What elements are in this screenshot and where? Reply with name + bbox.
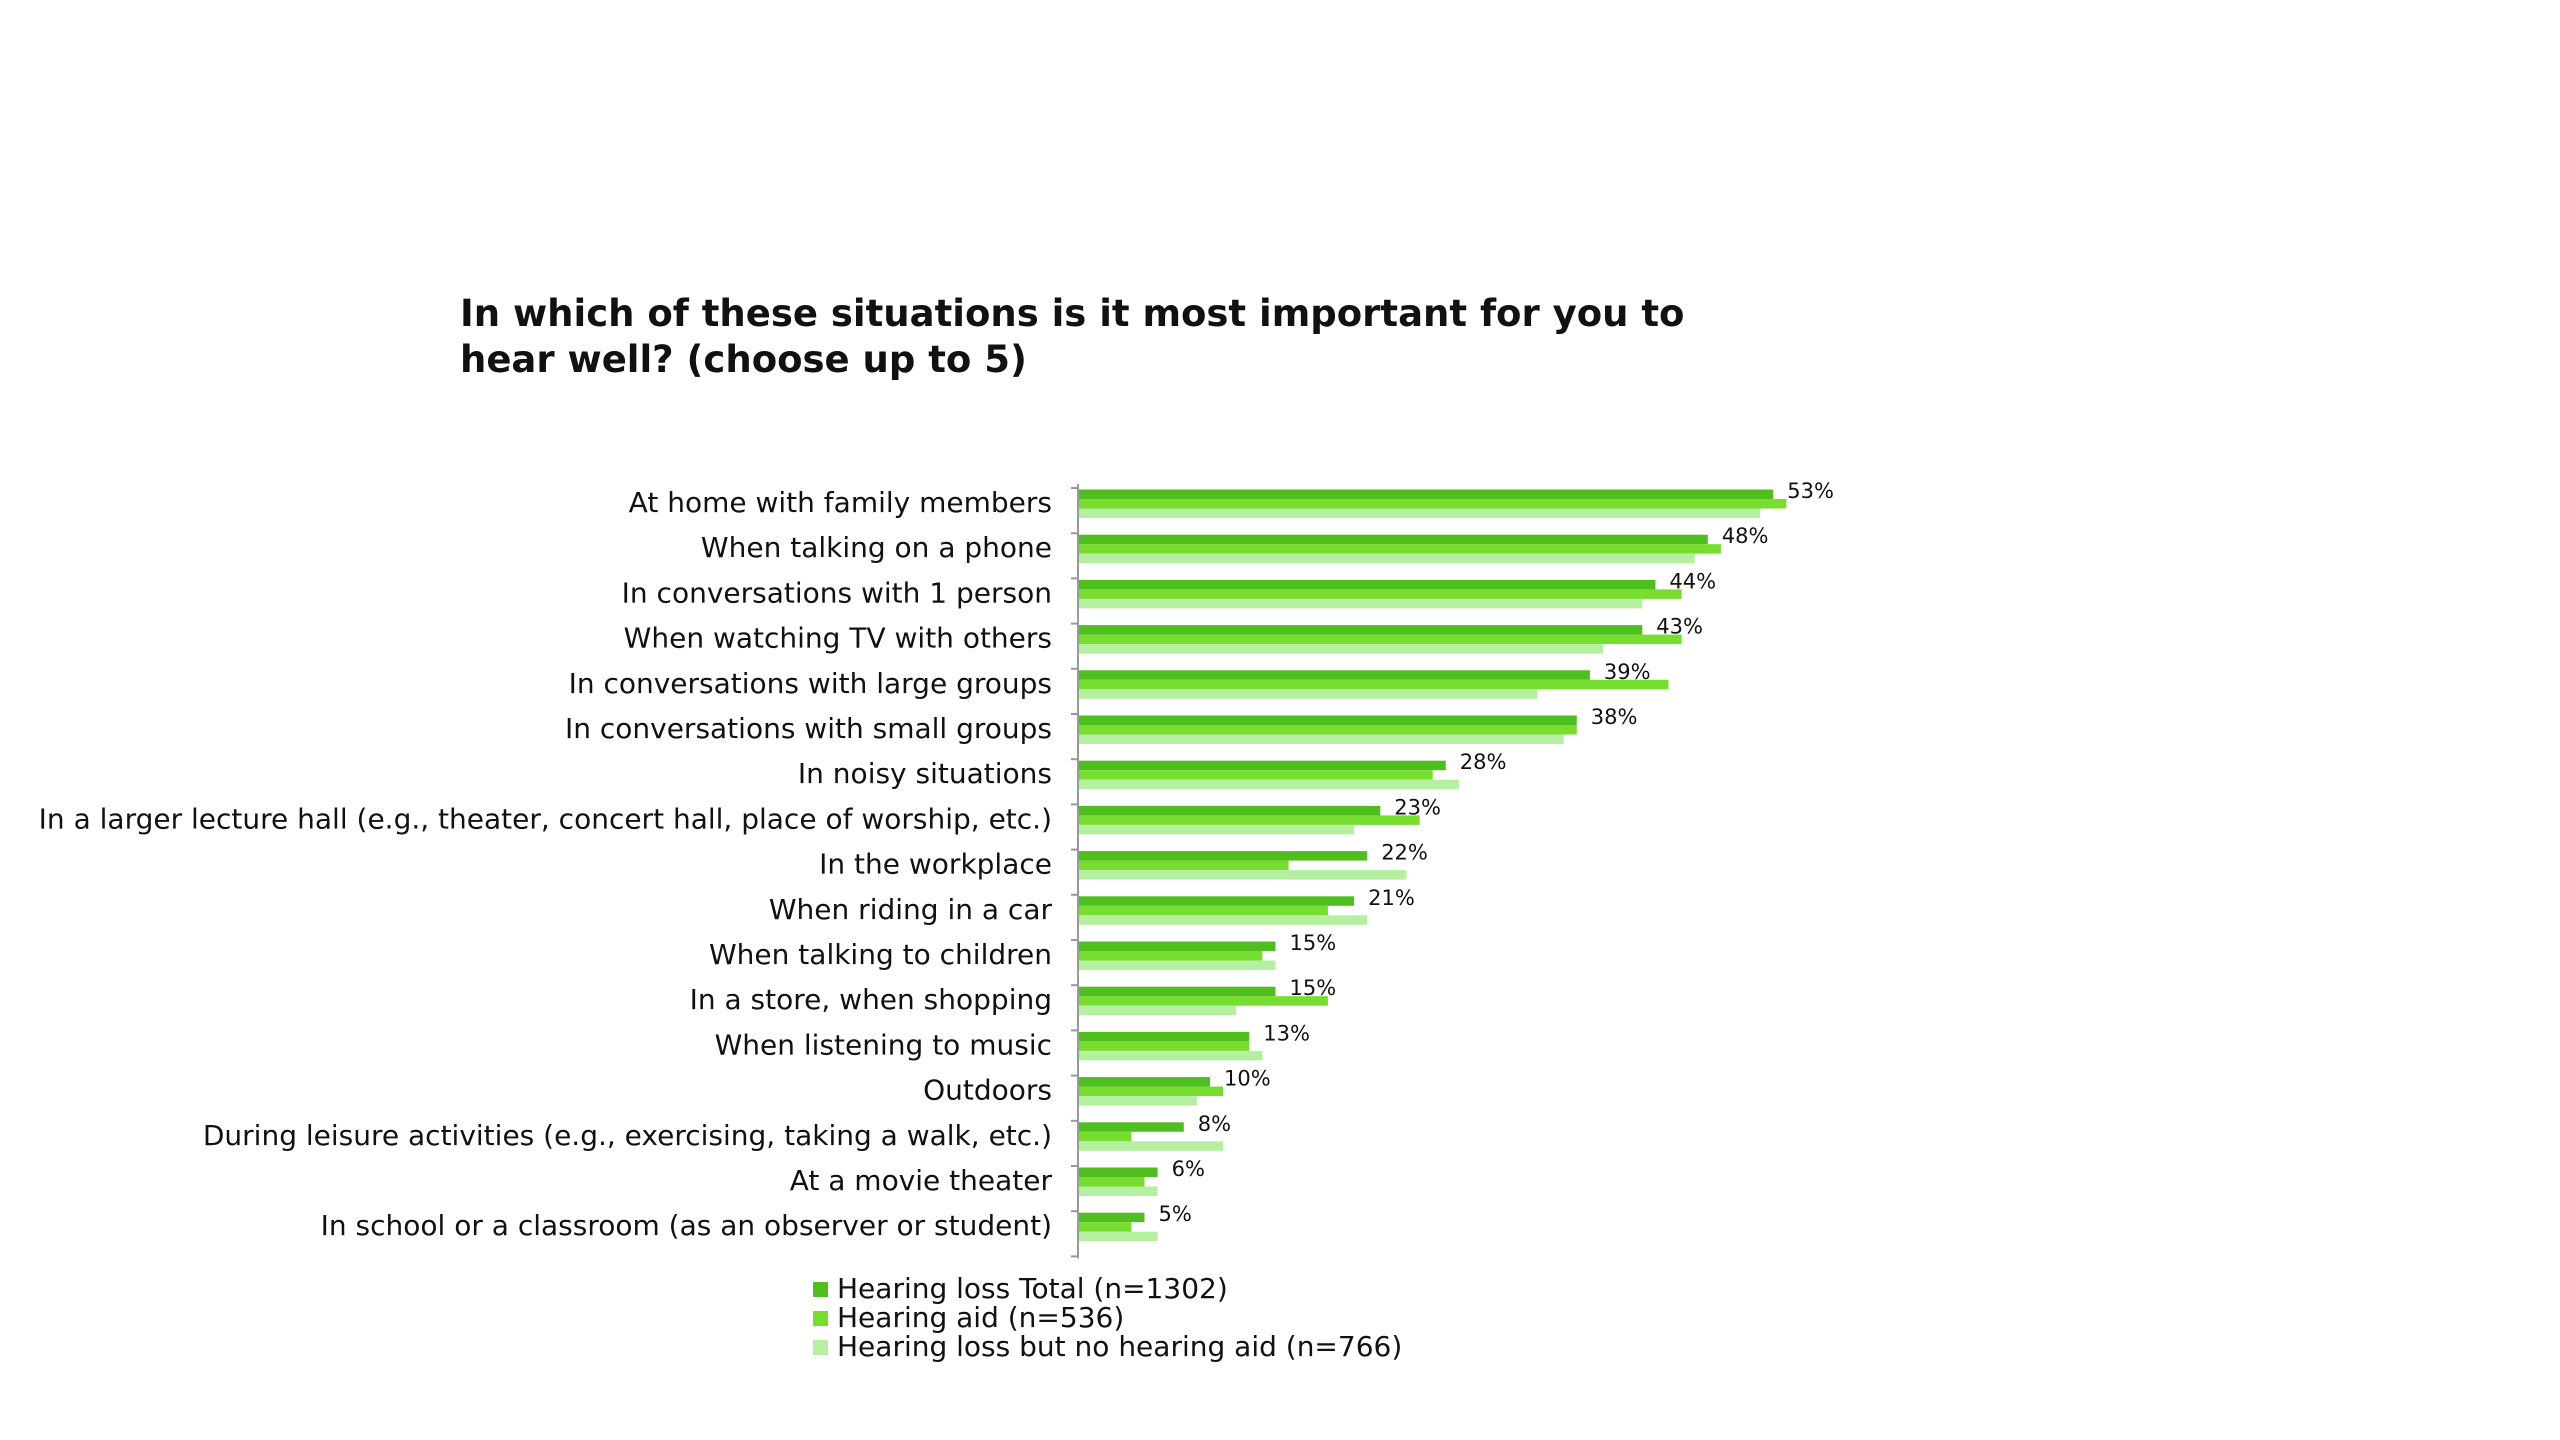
bar: [1079, 996, 1328, 1006]
bar: [1079, 779, 1459, 790]
data-label: 48%: [1722, 524, 1769, 548]
data-label: 5%: [1159, 1202, 1192, 1226]
legend-swatch: [813, 1340, 828, 1355]
bar: [1079, 770, 1433, 780]
bar: [1079, 1086, 1224, 1097]
legend-label: Hearing loss Total (n=1302): [837, 1272, 1228, 1305]
data-label: 28%: [1460, 750, 1507, 774]
category-label: In the workplace: [819, 848, 1052, 881]
bar: [1079, 1077, 1210, 1087]
data-label: 6%: [1172, 1157, 1205, 1181]
data-label: 22%: [1381, 841, 1428, 865]
category-label: When listening to music: [715, 1028, 1052, 1061]
bar: [1079, 1186, 1158, 1196]
bar: [1079, 625, 1643, 635]
category-label: In noisy situations: [798, 757, 1052, 790]
bar: [1079, 1122, 1184, 1132]
plot-area: At home with family members 53% When talki…: [39, 479, 1834, 1259]
category-label: In conversations with 1 person: [622, 576, 1052, 609]
category-label: When riding in a car: [769, 893, 1053, 926]
category-label: In school or a classroom (as an observer…: [321, 1209, 1052, 1242]
data-label: 10%: [1224, 1067, 1271, 1091]
category-label: At home with family members: [629, 486, 1052, 519]
bar: [1079, 1167, 1158, 1177]
bar: [1079, 715, 1577, 725]
bar: [1079, 760, 1446, 771]
bar: [1079, 725, 1577, 735]
data-label: 38%: [1591, 705, 1638, 729]
chart-title-line-1: In which of these situations is it most …: [460, 292, 1684, 335]
data-label: 15%: [1290, 931, 1337, 955]
category-label: In a store, when shopping: [690, 983, 1052, 1016]
bar: [1079, 1177, 1145, 1187]
bar: [1079, 960, 1276, 970]
bar: [1079, 679, 1669, 690]
bar: [1079, 499, 1787, 509]
data-label: 44%: [1669, 569, 1716, 593]
bar: [1079, 553, 1695, 564]
bar: [1079, 905, 1328, 916]
legend-label: Hearing aid (n=536): [837, 1301, 1124, 1334]
legend-label: Hearing loss but no hearing aid (n=766): [837, 1330, 1402, 1363]
bar: [1079, 941, 1276, 951]
bar: [1079, 986, 1276, 997]
bar: [1079, 489, 1774, 499]
bar: [1079, 1096, 1197, 1106]
data-label: 8%: [1198, 1112, 1231, 1136]
data-label: 13%: [1263, 1021, 1310, 1045]
bar: [1079, 824, 1355, 835]
bar: [1079, 508, 1761, 518]
bar: [1079, 851, 1368, 861]
bar: [1079, 1231, 1158, 1242]
bar: [1079, 670, 1590, 680]
bar: [1079, 1041, 1250, 1051]
bar: [1079, 534, 1708, 545]
bar: [1079, 644, 1603, 654]
category-label: When talking on a phone: [701, 531, 1052, 564]
category-label: When talking to children: [709, 938, 1052, 971]
category-label: Outdoors: [923, 1074, 1052, 1107]
data-label: 53%: [1787, 479, 1834, 503]
legend: Hearing loss Total (n=1302)Hearing aid (…: [813, 1272, 1402, 1363]
category-label: During leisure activities (e.g., exercis…: [203, 1119, 1052, 1152]
data-label: 23%: [1394, 795, 1441, 819]
category-label: In a larger lecture hall (e.g., theater,…: [39, 802, 1052, 835]
bar: [1079, 1222, 1132, 1232]
bar: [1079, 579, 1656, 590]
bar: [1079, 1212, 1145, 1223]
bar: [1079, 805, 1381, 816]
bar: [1079, 1131, 1132, 1142]
category-label: In conversations with large groups: [569, 667, 1052, 700]
chart-title: In which of these situations is it most …: [460, 292, 1697, 381]
bar: [1079, 896, 1355, 906]
bar: [1079, 870, 1407, 880]
data-label: 43%: [1656, 615, 1703, 639]
data-label: 39%: [1604, 660, 1651, 684]
bar: [1079, 689, 1538, 699]
legend-swatch: [813, 1282, 828, 1297]
bar: [1079, 815, 1420, 825]
bar: [1079, 1141, 1224, 1151]
bar: [1079, 1005, 1237, 1016]
data-label: 21%: [1368, 886, 1415, 910]
legend-swatch: [813, 1311, 828, 1326]
category-label: In conversations with small groups: [565, 712, 1052, 745]
bar: [1079, 951, 1263, 961]
bar: [1079, 589, 1682, 599]
chart-title-line-2: hear well? (choose up to 5): [460, 338, 1027, 381]
data-label: 15%: [1290, 976, 1337, 1000]
bar: [1079, 1031, 1250, 1042]
bar: [1079, 544, 1721, 554]
bar: [1079, 734, 1564, 744]
category-label: When watching TV with others: [624, 622, 1052, 655]
bar: [1079, 860, 1289, 871]
bar: [1079, 915, 1368, 925]
bar: [1079, 598, 1643, 609]
category-label: At a movie theater: [790, 1164, 1053, 1197]
bar: [1079, 634, 1682, 645]
bar: [1079, 1050, 1263, 1061]
